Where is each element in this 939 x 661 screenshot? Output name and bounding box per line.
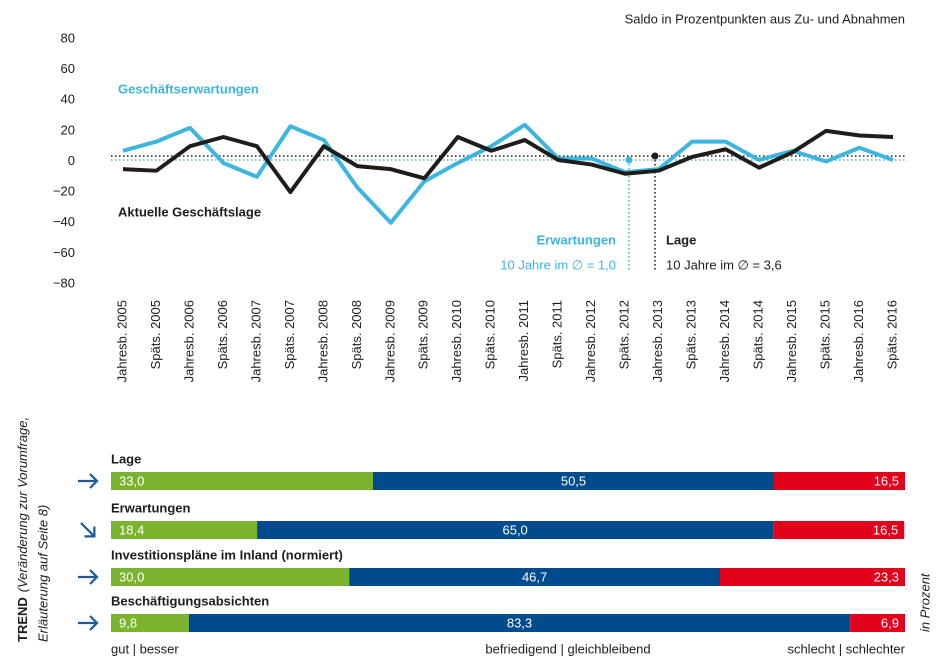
x-tick-label: Späts. 2008	[349, 300, 364, 369]
trend-note: (Veränderung zur Vorumfrage,	[15, 417, 30, 592]
x-tick-label: Späts. 2006	[215, 300, 230, 369]
x-tick-label: Jahresb. 2011	[516, 300, 531, 381]
value-label: 18,4	[119, 522, 144, 537]
legend-label: befriedigend | gleichbleibend	[485, 641, 650, 656]
x-tick-label: Späts. 2010	[483, 300, 498, 369]
y-tick-label: −40	[53, 214, 75, 229]
series-label: Aktuelle Geschäftslage	[118, 204, 261, 219]
bar-segment	[773, 521, 905, 539]
x-tick-label: Späts. 2009	[416, 300, 431, 369]
x-tick-label: Späts. 2016	[884, 300, 899, 369]
average-label: 10 Jahre im ∅ = 1,0	[500, 257, 616, 272]
x-tick-label: Jahresb. 2015	[784, 300, 799, 382]
x-tick-label: Späts. 2013	[684, 300, 699, 369]
y-tick-label: 0	[68, 153, 75, 168]
average-dot	[651, 152, 659, 160]
bar-segment	[257, 521, 774, 539]
value-label: 23,3	[874, 569, 899, 584]
value-label: 16,5	[873, 522, 898, 537]
x-tick-label: Jahresb. 2005	[114, 300, 129, 382]
value-label: 33,0	[119, 473, 144, 488]
trend-note: Erläuterung auf Seite 8)	[35, 505, 50, 642]
x-tick-label: Jahresb. 2010	[449, 300, 464, 382]
bar-segment	[111, 472, 374, 490]
bar-segment	[850, 614, 905, 632]
y-tick-label: 60	[61, 61, 75, 76]
series-label: Geschäftserwartungen	[118, 81, 259, 96]
trend-arrow	[78, 615, 99, 631]
value-label: 50,5	[561, 473, 586, 488]
bar-segment	[188, 614, 851, 632]
y-tick-label: −60	[53, 245, 75, 260]
bar-segment	[111, 614, 189, 632]
x-tick-label: Späts. 2014	[751, 300, 766, 369]
trend-label: TREND	[15, 597, 30, 642]
series-line	[122, 122, 894, 225]
value-label: 16,5	[874, 473, 899, 488]
trend-arrow	[78, 569, 99, 585]
x-tick-label: Jahresb. 2007	[248, 300, 263, 382]
bar-segment	[719, 568, 905, 586]
category-label: Erwartungen	[111, 500, 191, 515]
x-tick-label: Jahresb. 2013	[650, 300, 665, 382]
value-label: 6,9	[881, 615, 899, 630]
category-label: Lage	[111, 451, 141, 466]
x-tick-label: Jahresb. 2009	[382, 300, 397, 382]
bar-segment	[111, 521, 258, 539]
legend-label: gut | besser	[111, 641, 179, 656]
x-tick-label: Späts. 2007	[282, 300, 297, 369]
average-dot	[625, 156, 633, 164]
average-title: Erwartungen	[537, 232, 617, 247]
x-tick-label: Jahresb. 2006	[181, 300, 196, 382]
x-tick-label: Jahresb. 2008	[315, 300, 330, 382]
x-tick-label: Jahresb. 2016	[851, 300, 866, 382]
value-label: 46,7	[522, 569, 547, 584]
legend-label: schlecht | schlechter	[787, 641, 905, 656]
average-title: Lage	[666, 232, 696, 247]
y-tick-label: −20	[53, 184, 75, 199]
x-tick-label: Jahresb. 2014	[717, 300, 732, 382]
bar-segment	[349, 568, 720, 586]
y-tick-label: −80	[53, 275, 75, 290]
chart-subtitle: Saldo in Prozentpunkten aus Zu- und Abna…	[625, 11, 905, 26]
value-label: 65,0	[502, 522, 527, 537]
x-tick-label: Späts. 2015	[817, 300, 832, 369]
y-tick-label: 80	[61, 30, 75, 45]
value-label: 83,3	[507, 615, 532, 630]
trend-arrow	[78, 473, 99, 489]
x-tick-label: Jahresb. 2012	[583, 300, 598, 382]
value-label: 9,8	[119, 615, 137, 630]
category-label: Beschäftigungsabsichten	[111, 593, 269, 608]
bar-segment	[373, 472, 774, 490]
x-tick-label: Späts. 2011	[550, 300, 565, 368]
x-tick-label: Späts. 2012	[617, 300, 632, 369]
bar-segment	[773, 472, 905, 490]
trend-arrow	[80, 522, 96, 538]
unit-label: in Prozent	[917, 572, 932, 632]
x-tick-label: Späts. 2005	[148, 300, 163, 369]
average-label: 10 Jahre im ∅ = 3,6	[666, 257, 782, 272]
y-tick-label: 40	[61, 92, 75, 107]
axis-label: TREND (Veränderung zur Vorumfrage,	[15, 417, 30, 642]
category-label: Investitionspläne im Inland (normiert)	[111, 547, 343, 562]
bar-segment	[111, 568, 350, 586]
y-tick-label: 20	[61, 122, 75, 137]
series-line	[122, 128, 894, 195]
value-label: 30,0	[119, 569, 144, 584]
